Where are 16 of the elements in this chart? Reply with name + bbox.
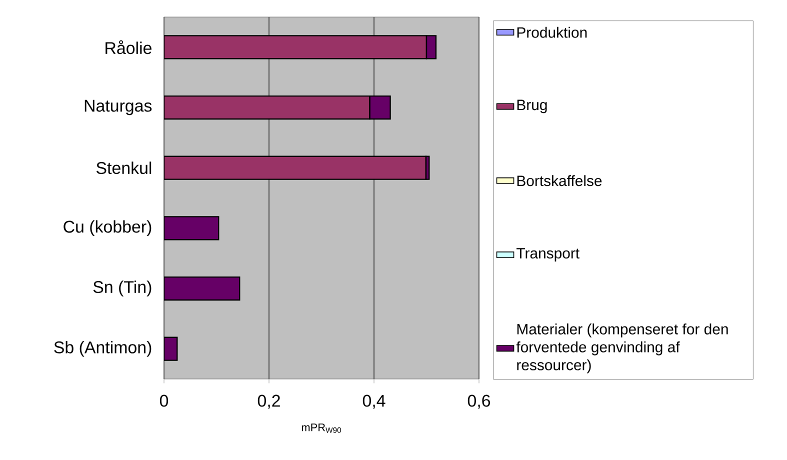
y-tick-label: Råolie <box>106 40 152 54</box>
legend-label: Materialer (kompenseret for den forventede genvinding af ressourcer) <box>516 323 728 374</box>
x-tick-label: 0 <box>160 394 168 407</box>
x-tick-label: 0,2 <box>258 394 280 409</box>
legend-label: Brug <box>517 100 547 114</box>
legend-label: Bortskaffelse <box>517 175 602 186</box>
y-tick-label: Cu (kobber) <box>64 220 152 236</box>
x-tick-label: 0,4 <box>362 394 386 409</box>
x-tick-label: 0,6 <box>468 394 490 409</box>
y-tick-label: Stenkul <box>96 162 152 174</box>
y-tick-label: Naturgas <box>84 100 152 116</box>
legend-label: Transport <box>516 248 580 262</box>
y-tick-label: Sn (Tin) <box>93 280 152 296</box>
x-axis-title: mPR$_{W90}$ <box>302 424 342 433</box>
y-tick-label: Sb (Antimon) <box>54 340 152 357</box>
legend-label: Produktion <box>517 26 587 38</box>
